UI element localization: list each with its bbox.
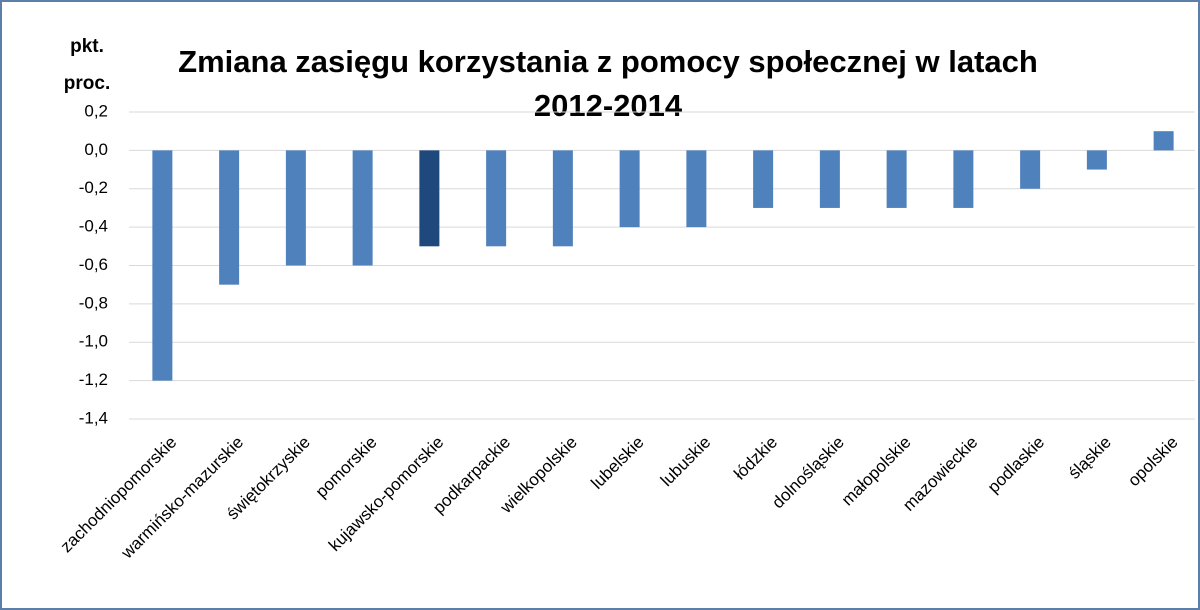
x-tick-label: kujawsko-pomorskie (325, 433, 447, 555)
x-tick-label: podlaskie (984, 433, 1048, 497)
bar (886, 150, 907, 208)
x-tick-label: opolskie (1124, 433, 1182, 491)
y-axis-label: pkt. (70, 36, 104, 57)
bar (219, 150, 240, 285)
y-tick-label: -0,6 (79, 255, 108, 274)
x-tick-label: lubelskie (587, 433, 647, 493)
bar (619, 150, 640, 228)
bar (552, 150, 573, 247)
bar (1153, 131, 1174, 151)
y-tick-label: -1,4 (79, 408, 108, 427)
x-tick-label: warmińsko-mazurskie (117, 433, 247, 563)
bar (486, 150, 507, 247)
bar (352, 150, 373, 266)
bar (1086, 150, 1107, 170)
y-tick-label: 0,2 (84, 101, 108, 120)
bar (953, 150, 974, 208)
y-tick-label: 0,0 (84, 140, 108, 159)
x-tick-label: lubuskie (657, 433, 715, 491)
x-tick-label: dolnośląskie (768, 433, 848, 513)
y-tick-label: -0,2 (79, 178, 108, 197)
bar (152, 150, 173, 381)
bar (753, 150, 774, 208)
y-tick-label: -1,2 (79, 370, 108, 389)
y-tick-label: -0,8 (79, 293, 108, 312)
chart-title: Zmiana zasięgu korzystania z pomocy społ… (178, 44, 1038, 123)
y-axis-label: proc. (64, 73, 110, 94)
x-tick-label: pomorskie (312, 433, 381, 502)
x-tick-label: śląskie (1065, 433, 1115, 483)
bar (419, 150, 440, 247)
bar (819, 150, 840, 208)
bar (1020, 150, 1041, 189)
x-tick-label: łódzkie (730, 433, 781, 484)
x-tick-label: zachodniopomorskie (57, 433, 181, 557)
bar (285, 150, 306, 266)
bar (686, 150, 707, 228)
y-tick-label: -1,0 (79, 332, 108, 351)
y-tick-label: -0,4 (79, 217, 108, 236)
